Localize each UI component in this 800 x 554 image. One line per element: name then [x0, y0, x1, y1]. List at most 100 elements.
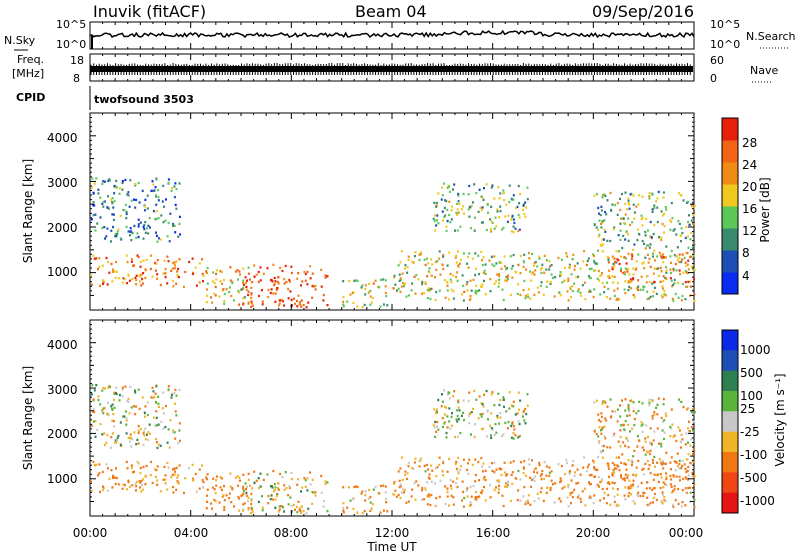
- echo-cell: [163, 465, 166, 469]
- echo-cell: [656, 461, 659, 464]
- echo-cell: [502, 396, 505, 399]
- echo-cell: [528, 257, 531, 260]
- echo-cell: [302, 303, 305, 307]
- echo-cell: [137, 431, 140, 435]
- echo-cell: [648, 280, 651, 284]
- echo-cell: [569, 492, 572, 495]
- echo-cell: [543, 461, 546, 464]
- echo-cell: [617, 504, 620, 507]
- echo-cell: [221, 495, 224, 498]
- echo-cell: [169, 419, 172, 422]
- echo-cell: [113, 270, 116, 273]
- echo-cell: [495, 468, 498, 471]
- echo-cell: [155, 203, 158, 206]
- echo-cell: [156, 465, 159, 468]
- echo-cell: [127, 436, 130, 439]
- echo-cell: [663, 499, 666, 502]
- echo-cell: [425, 257, 428, 260]
- echo-cell: [613, 471, 616, 474]
- echo-cell: [613, 463, 616, 466]
- echo-cell: [633, 217, 636, 220]
- echo-cell: [653, 411, 656, 414]
- echo-cell: [482, 271, 485, 275]
- echo-cell: [607, 287, 610, 291]
- echo-cell: [681, 464, 684, 468]
- echo-cell: [611, 268, 614, 271]
- echo-cell: [493, 197, 496, 200]
- echo-cell: [469, 279, 472, 282]
- echo-cell: [478, 289, 481, 292]
- echo-cell: [660, 238, 663, 242]
- echo-cell: [435, 205, 438, 208]
- echo-cell: [402, 488, 405, 491]
- echo-cell: [436, 425, 438, 428]
- echo-cell: [459, 225, 462, 228]
- echo-cell: [134, 183, 136, 186]
- echo-cell: [692, 213, 695, 217]
- echo-cell: [515, 271, 518, 274]
- echo-cell: [210, 502, 213, 505]
- echo-cell: [178, 182, 181, 185]
- echo-cell: [326, 304, 329, 307]
- echo-cell: [442, 253, 445, 257]
- echo-cell: [632, 248, 635, 252]
- echo-cell: [605, 213, 608, 216]
- echo-cell: [665, 271, 668, 274]
- echo-cell: [526, 186, 529, 189]
- echo-cell: [385, 294, 388, 298]
- echo-cell: [539, 268, 542, 271]
- echo-cell: [596, 277, 599, 280]
- echo-cell: [401, 272, 404, 275]
- echo-cell: [155, 424, 158, 427]
- echo-cell: [163, 412, 165, 415]
- echo-cell: [156, 240, 159, 243]
- echo-cell: [500, 267, 503, 270]
- echo-cell: [546, 280, 549, 283]
- echo-cell: [428, 495, 431, 498]
- echo-cell: [450, 424, 453, 427]
- echo-cell: [129, 437, 132, 440]
- echo-cell: [649, 295, 652, 299]
- echo-cell: [646, 481, 648, 484]
- echo-cell: [94, 229, 97, 232]
- echo-cell: [152, 416, 155, 419]
- echo-cell: [660, 476, 663, 479]
- echo-cell: [441, 393, 443, 396]
- echo-cell: [392, 493, 395, 496]
- echo-cell: [633, 449, 636, 452]
- echo-cell: [127, 479, 130, 482]
- echo-cell: [138, 274, 141, 277]
- echo-cell: [405, 295, 408, 298]
- echo-cell: [536, 492, 539, 495]
- echo-cell: [367, 291, 370, 294]
- echo-cell: [429, 494, 432, 497]
- echo-cell: [249, 484, 251, 487]
- echo-cell: [690, 219, 693, 222]
- echo-cell: [239, 479, 241, 482]
- echo-cell: [636, 493, 639, 496]
- echo-cell: [618, 469, 621, 472]
- echo-cell: [401, 478, 404, 481]
- echo-cell: [489, 290, 492, 293]
- echo-cell: [436, 466, 439, 469]
- echo-cell: [277, 282, 280, 285]
- echo-cell: [674, 499, 677, 502]
- echo-cell: [402, 282, 405, 285]
- echo-cell: [162, 427, 165, 430]
- echo-cell: [239, 273, 241, 276]
- echo-cell: [342, 300, 345, 303]
- echo-cell: [648, 487, 651, 490]
- echo-cell: [621, 399, 623, 402]
- echo-cell: [608, 276, 611, 279]
- echo-cell: [369, 501, 372, 504]
- echo-cell: [242, 267, 245, 270]
- echo-cell: [148, 423, 151, 426]
- echo-cell: [134, 389, 136, 392]
- echo-cell: [222, 288, 225, 291]
- echo-cell: [655, 292, 658, 295]
- echo-cell: [140, 490, 143, 493]
- echo-cell: [593, 467, 596, 470]
- echo-cell: [277, 482, 280, 485]
- echo-cell: [511, 421, 514, 424]
- echo-cell: [278, 302, 281, 305]
